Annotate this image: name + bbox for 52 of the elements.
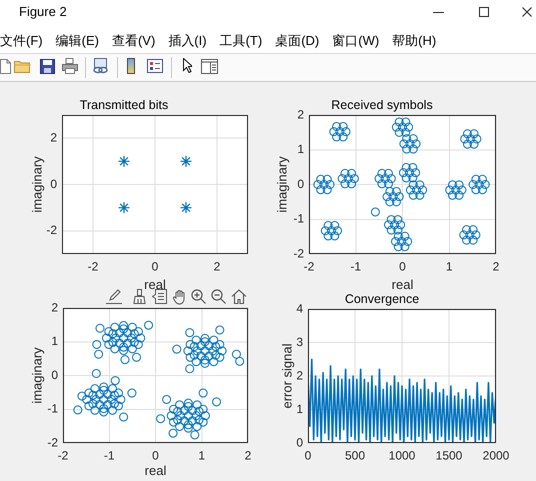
- x-tick-label: 2000: [482, 448, 510, 463]
- text: 插入(I): [168, 32, 207, 50]
- x-axis-title: real: [144, 462, 166, 478]
- y-tick-label: 4: [296, 301, 304, 316]
- y-tick-label: -1: [293, 212, 304, 226]
- x-tick-label: 2: [244, 448, 252, 463]
- y-tick-label: -2: [293, 246, 304, 260]
- text: 文件(F): [0, 32, 43, 50]
- text: 编辑(E): [56, 32, 99, 50]
- x-tick-label: 1: [198, 448, 206, 463]
- x-tick-label: -2: [88, 260, 99, 274]
- chart-title: Convergence: [344, 292, 420, 306]
- x-tick-label: -1: [104, 448, 115, 463]
- y-tick-label: 1: [296, 402, 304, 416]
- y-axis-title: error signal: [279, 343, 294, 409]
- text: 工具(T): [220, 32, 262, 50]
- x-tick-label: 0: [152, 448, 160, 463]
- x-tick-label: 0: [152, 260, 159, 274]
- y-tick-label: 0: [51, 368, 58, 382]
- y-tick-label: 1: [297, 142, 304, 156]
- x-tick-label: 500: [344, 448, 366, 463]
- y-tick-label: 3: [296, 334, 304, 349]
- y-tick-label: 0: [297, 176, 304, 191]
- y-tick-label: 2: [296, 368, 304, 382]
- x-tick-label: 2: [214, 260, 221, 274]
- chart-title: Transmitted bits: [80, 98, 168, 112]
- y-tick-label: 2: [51, 300, 58, 314]
- y-axis-title: imaginary: [29, 346, 44, 404]
- x-tick-label: 1000: [388, 448, 416, 463]
- text: 窗口(W): [332, 32, 380, 50]
- y-tick-label: -2: [46, 223, 58, 238]
- text: Figure 2: [19, 4, 67, 19]
- text: 桌面(D): [275, 32, 320, 50]
- x-tick-label: 1500: [436, 448, 463, 463]
- y-tick-label: -2: [47, 435, 58, 450]
- x-tick-label: 1: [446, 260, 453, 274]
- y-axis-title: imaginary: [29, 156, 44, 213]
- y-tick-label: 1: [51, 334, 58, 348]
- y-tick-label: 2: [50, 130, 58, 144]
- y-axis-title: imaginary: [274, 156, 290, 213]
- text: 帮助(H): [392, 32, 436, 50]
- x-tick-label: 0: [399, 260, 406, 274]
- y-tick-label: 0: [296, 435, 304, 450]
- x-axis-title: real: [392, 276, 414, 292]
- chart-title: Received symbols: [331, 98, 433, 112]
- y-tick-label: -1: [47, 402, 58, 416]
- y-tick-label: 0: [50, 176, 58, 191]
- text: 查看(V): [112, 32, 156, 50]
- x-tick-label: -1: [350, 260, 362, 274]
- y-tick-label: 2: [297, 107, 304, 122]
- x-axis-title: real: [144, 276, 166, 292]
- x-tick-label: 2: [492, 260, 500, 274]
